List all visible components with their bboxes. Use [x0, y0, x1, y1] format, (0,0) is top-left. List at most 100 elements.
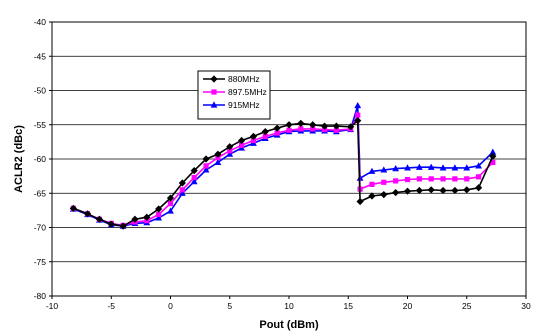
data-point-880mhz [354, 117, 362, 125]
series-group [69, 101, 497, 230]
data-point-897-5mhz [239, 142, 245, 148]
data-point-880mhz [380, 191, 388, 199]
x-tick-label: 0 [168, 301, 173, 311]
data-point-915mhz [202, 166, 210, 173]
data-point-880mhz [320, 122, 329, 130]
y-tick-label: -70 [34, 223, 47, 233]
legend: 880MHz 897.5MHz 915MHz [197, 70, 271, 120]
data-point-880mhz [463, 186, 471, 194]
series-897-5mhz [70, 112, 496, 229]
data-point-880mhz [249, 132, 258, 140]
x-tick-label: -10 [46, 301, 59, 311]
y-tick-label: -45 [34, 51, 47, 61]
series-line-880mhz [73, 119, 494, 227]
data-point-897-5mhz [428, 176, 434, 182]
x-tick-label: 20 [403, 301, 413, 311]
data-point-880mhz [392, 188, 400, 197]
y-tick-label: -50 [34, 86, 47, 96]
data-point-915mhz [451, 164, 459, 171]
data-point-915mhz [415, 163, 423, 170]
data-point-897-5mhz [369, 181, 375, 187]
y-tick-label: -55 [34, 120, 47, 130]
y-tick-label: -65 [34, 188, 47, 198]
data-point-915mhz [427, 163, 435, 170]
data-point-880mhz [427, 186, 435, 194]
data-point-915mhz [178, 189, 186, 196]
series-line-915mhz [73, 104, 494, 227]
data-point-897-5mhz [440, 176, 446, 182]
data-point-880mhz [166, 194, 175, 202]
data-point-915mhz [190, 178, 198, 185]
legend-items: 880MHz 897.5MHz 915MHz [203, 74, 267, 110]
data-point-915mhz [155, 214, 163, 221]
data-point-880mhz [273, 124, 281, 132]
data-point-880mhz [439, 186, 447, 195]
legend-label-897-5mhz: 897.5MHz [228, 87, 267, 97]
data-point-897-5mhz [167, 200, 174, 207]
data-point-880mhz [238, 136, 246, 145]
data-point-897-5mhz [355, 112, 361, 118]
data-point-915mhz [167, 207, 174, 214]
data-point-897-5mhz [404, 176, 411, 183]
data-point-915mhz [214, 158, 222, 166]
x-tick-label: 5 [227, 301, 232, 311]
data-point-915mhz [439, 164, 447, 171]
data-point-915mhz [392, 164, 400, 172]
data-point-880mhz [356, 197, 364, 206]
data-point-915mhz [368, 167, 376, 174]
data-point-880mhz [178, 179, 186, 187]
data-point-880mhz [143, 213, 151, 221]
series-line-897-5mhz [73, 114, 494, 227]
data-point-880mhz [131, 215, 139, 223]
data-point-897-5mhz [464, 176, 470, 182]
x-tick-label: 25 [462, 301, 472, 311]
data-point-897-5mhz [250, 137, 257, 144]
data-point-880mhz [107, 220, 115, 228]
legend-marker-880mhz [210, 75, 218, 83]
data-point-897-5mhz [298, 126, 304, 132]
data-point-915mhz [463, 164, 471, 171]
data-point-897-5mhz [203, 163, 209, 169]
x-axis-title: Pout (dBm) [259, 319, 319, 331]
data-point-880mhz [475, 184, 483, 192]
data-point-897-5mhz [490, 159, 496, 166]
data-point-880mhz [95, 215, 103, 223]
legend-entry-897-5mhz: 897.5MHz [203, 87, 267, 97]
data-point-915mhz [354, 101, 362, 109]
data-point-897-5mhz [310, 126, 316, 132]
y-tick-label: -80 [34, 291, 47, 301]
data-point-897-5mhz [416, 176, 422, 182]
x-tick-label: 15 [344, 301, 354, 311]
data-point-880mhz [309, 121, 317, 129]
legend-marker-915mhz [210, 101, 218, 108]
data-point-880mhz [261, 128, 269, 136]
data-point-915mhz [226, 150, 234, 157]
data-point-880mhz [202, 155, 210, 163]
data-point-880mhz [190, 167, 198, 175]
data-point-880mhz [285, 121, 293, 129]
data-point-880mhz [297, 119, 305, 127]
data-point-880mhz [415, 186, 423, 195]
data-point-880mhz [489, 152, 497, 160]
data-point-880mhz [226, 143, 234, 151]
y-tick-label: -75 [34, 257, 47, 267]
data-point-897-5mhz [476, 174, 482, 180]
data-point-915mhz [380, 166, 388, 173]
data-point-880mhz [368, 192, 376, 200]
legend-entry-915mhz: 915MHz [203, 100, 260, 110]
data-point-915mhz [489, 148, 497, 155]
data-point-880mhz [69, 204, 77, 212]
data-point-897-5mhz [262, 133, 268, 139]
data-point-897-5mhz [286, 127, 292, 133]
data-point-897-5mhz [227, 148, 233, 154]
data-point-880mhz [347, 123, 355, 131]
x-tick-label: -5 [107, 301, 115, 311]
axis-ticks: -40-45-50-55-60-65-70-75-80-10 -5 0 5 10 15 20… [34, 17, 531, 311]
y-axis-title: ACLR2 (dBc) [13, 125, 25, 193]
legend-label-880mhz: 880MHz [228, 74, 260, 84]
data-point-897-5mhz [393, 178, 399, 184]
data-point-880mhz [155, 205, 163, 213]
data-point-880mhz [332, 122, 340, 130]
data-point-897-5mhz [191, 174, 197, 181]
data-point-880mhz [403, 187, 412, 195]
